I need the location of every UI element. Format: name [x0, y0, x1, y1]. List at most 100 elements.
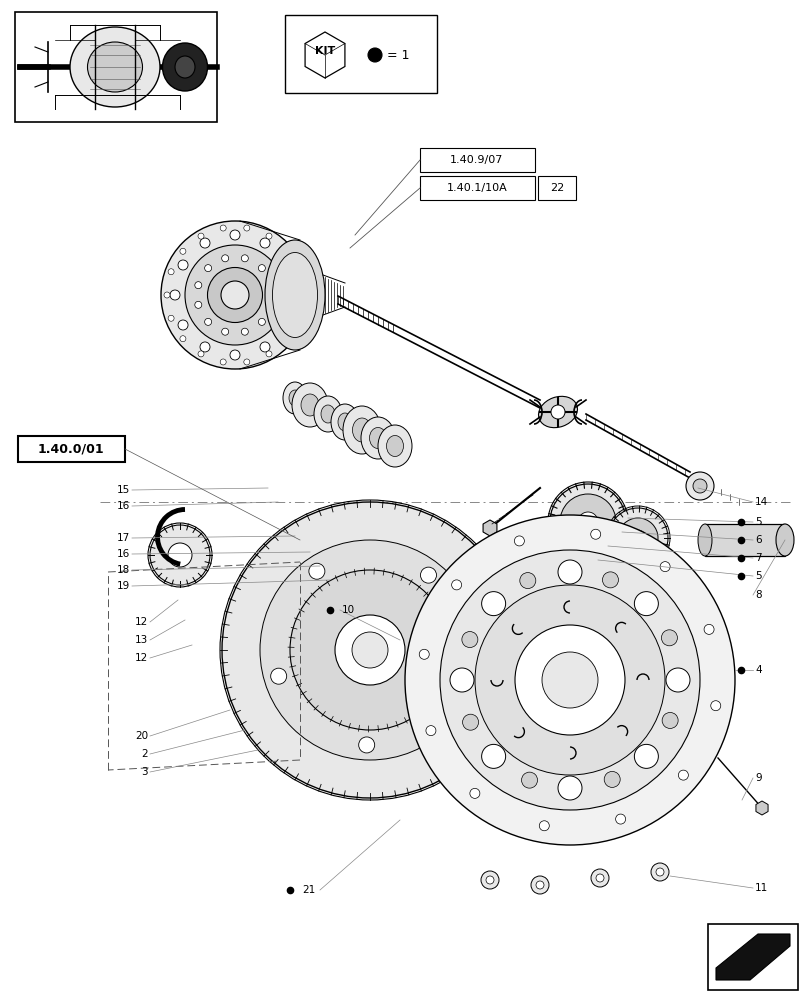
Bar: [285, 15, 436, 93]
Circle shape: [168, 315, 174, 321]
Circle shape: [551, 405, 564, 419]
Text: 11: 11: [754, 883, 767, 893]
Ellipse shape: [272, 252, 317, 338]
Ellipse shape: [162, 43, 208, 91]
Circle shape: [268, 301, 275, 308]
Text: 10: 10: [341, 605, 354, 615]
Circle shape: [299, 292, 306, 298]
Text: 9: 9: [754, 773, 761, 783]
Circle shape: [557, 560, 581, 584]
Circle shape: [420, 567, 436, 583]
Text: 21: 21: [302, 885, 315, 895]
Circle shape: [281, 260, 292, 270]
Ellipse shape: [292, 383, 328, 427]
Text: 18: 18: [117, 565, 130, 575]
Circle shape: [195, 282, 202, 289]
Circle shape: [358, 737, 374, 753]
Circle shape: [481, 592, 505, 616]
Text: 12: 12: [135, 617, 148, 627]
Bar: [18, 436, 125, 462]
Circle shape: [270, 668, 286, 684]
Ellipse shape: [697, 524, 711, 556]
Circle shape: [284, 336, 290, 342]
Circle shape: [521, 772, 537, 788]
Circle shape: [617, 518, 657, 558]
Circle shape: [260, 540, 479, 760]
Ellipse shape: [283, 382, 307, 414]
Text: 22: 22: [549, 183, 564, 193]
Circle shape: [659, 562, 669, 572]
Circle shape: [351, 632, 388, 668]
Text: 16: 16: [117, 549, 130, 559]
Circle shape: [335, 615, 405, 685]
Bar: [704, 524, 784, 556]
Text: 20: 20: [135, 731, 148, 741]
Text: 4: 4: [754, 665, 761, 675]
Circle shape: [451, 674, 466, 690]
Circle shape: [629, 530, 646, 546]
Circle shape: [268, 282, 275, 289]
Circle shape: [440, 550, 699, 810]
Text: 5: 5: [754, 517, 761, 527]
Circle shape: [266, 233, 272, 239]
Circle shape: [615, 814, 624, 824]
Circle shape: [221, 502, 517, 798]
Circle shape: [258, 318, 265, 325]
Circle shape: [710, 701, 720, 711]
Text: 15: 15: [117, 485, 130, 495]
Circle shape: [590, 529, 600, 539]
Circle shape: [470, 788, 479, 798]
Circle shape: [661, 630, 676, 646]
Ellipse shape: [70, 27, 160, 107]
Ellipse shape: [361, 417, 394, 459]
Circle shape: [514, 625, 624, 735]
Circle shape: [243, 225, 250, 231]
Circle shape: [541, 652, 597, 708]
Text: 16: 16: [117, 501, 130, 511]
Circle shape: [221, 328, 229, 335]
Circle shape: [535, 881, 543, 889]
Circle shape: [198, 233, 204, 239]
Ellipse shape: [314, 396, 341, 432]
Ellipse shape: [331, 404, 358, 440]
Circle shape: [677, 770, 688, 780]
Circle shape: [295, 315, 302, 321]
Circle shape: [426, 726, 436, 736]
Circle shape: [661, 712, 677, 728]
Bar: [419, 176, 534, 200]
Circle shape: [480, 871, 499, 889]
Text: 17: 17: [117, 533, 130, 543]
Text: 13: 13: [135, 635, 148, 645]
Text: 2: 2: [141, 749, 148, 759]
Circle shape: [602, 572, 618, 588]
Circle shape: [168, 269, 174, 275]
Circle shape: [200, 342, 210, 352]
Circle shape: [595, 874, 603, 882]
Ellipse shape: [221, 281, 249, 309]
Circle shape: [590, 869, 608, 887]
Ellipse shape: [289, 390, 301, 406]
Circle shape: [549, 484, 625, 560]
Text: 1.40.1/10A: 1.40.1/10A: [446, 183, 507, 193]
Circle shape: [633, 744, 658, 768]
Circle shape: [481, 744, 505, 768]
Circle shape: [290, 570, 449, 730]
Ellipse shape: [301, 394, 319, 416]
Ellipse shape: [264, 240, 324, 350]
Circle shape: [405, 515, 734, 845]
Circle shape: [230, 350, 240, 360]
Circle shape: [513, 536, 524, 546]
Circle shape: [260, 238, 270, 248]
Circle shape: [168, 543, 191, 567]
Circle shape: [451, 580, 461, 590]
Polygon shape: [305, 32, 345, 78]
Circle shape: [539, 821, 548, 831]
Ellipse shape: [342, 406, 380, 454]
Circle shape: [260, 342, 270, 352]
Text: KIT: KIT: [315, 46, 335, 56]
Circle shape: [230, 230, 240, 240]
Ellipse shape: [538, 396, 577, 428]
Circle shape: [692, 479, 706, 493]
Text: 6: 6: [754, 535, 761, 545]
Text: 8: 8: [754, 590, 761, 600]
